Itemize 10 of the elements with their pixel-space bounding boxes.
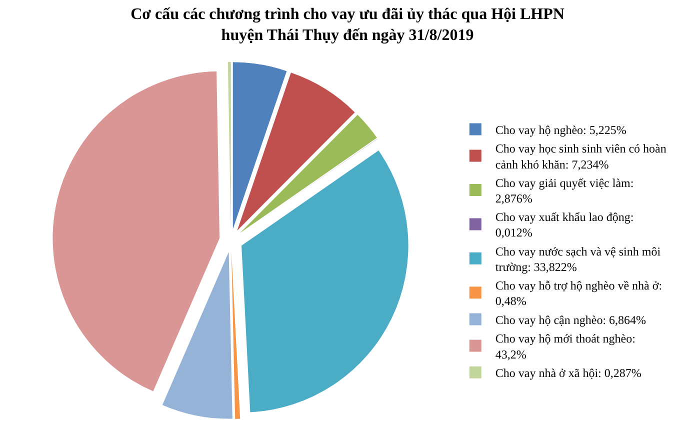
chart-title: Cơ cấu các chương trình cho vay ưu đãi ủy thác qua Hội LHPN huyện Thái Thụy đến ngày 31/8/2019 [130, 6, 565, 44]
legend-label: Cho vay hộ mới thoát nghèo: 43,2% [495, 332, 636, 362]
legend-label: Cho vay giải quyết việc làm: 2,876% [495, 176, 634, 206]
legend-label: Cho vay nhà ở xã hội: 0,287% [495, 366, 642, 380]
legend-label: Cho vay hộ cận nghèo: 6,864% [495, 312, 646, 327]
legend-label: Cho vay hỗ trợ hộ nghèo về nhà ở: 0,48% [495, 278, 662, 308]
legend-label: Cho vay học sinh sinh viên có hoàn cảnh khó khăn: 7,234% [495, 142, 666, 172]
legend-label: Cho vay xuất khẩu lao động: 0,012% [495, 210, 634, 240]
legend-label: Cho vay hộ nghèo: 5,225% [495, 122, 626, 137]
legend-label: Cho vay nước sạch và vệ sinh môi trường: 33,822% [495, 244, 662, 274]
